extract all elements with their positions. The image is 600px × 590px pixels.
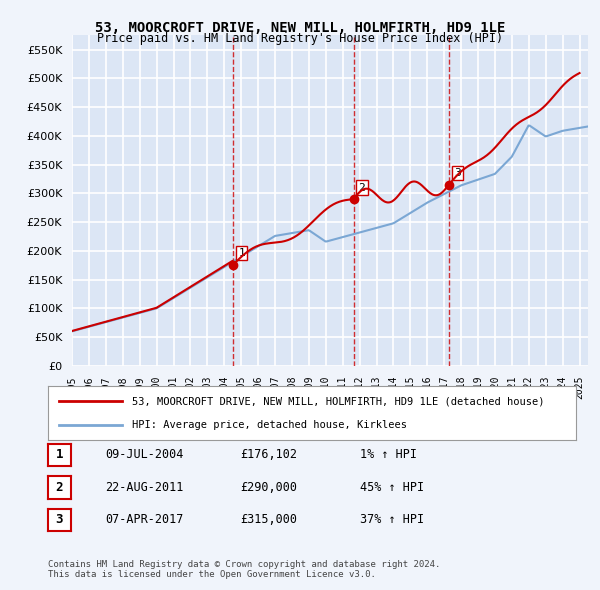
Text: 53, MOORCROFT DRIVE, NEW MILL, HOLMFIRTH, HD9 1LE: 53, MOORCROFT DRIVE, NEW MILL, HOLMFIRTH… xyxy=(95,21,505,35)
Text: 1% ↑ HPI: 1% ↑ HPI xyxy=(360,448,417,461)
Text: 2: 2 xyxy=(359,182,365,192)
Text: 09-JUL-2004: 09-JUL-2004 xyxy=(105,448,184,461)
Text: 53, MOORCROFT DRIVE, NEW MILL, HOLMFIRTH, HD9 1LE (detached house): 53, MOORCROFT DRIVE, NEW MILL, HOLMFIRTH… xyxy=(133,396,545,407)
Text: Price paid vs. HM Land Registry's House Price Index (HPI): Price paid vs. HM Land Registry's House … xyxy=(97,32,503,45)
Text: 2: 2 xyxy=(56,481,63,494)
Text: 3: 3 xyxy=(56,513,63,526)
Text: 1: 1 xyxy=(56,448,63,461)
Text: £315,000: £315,000 xyxy=(240,513,297,526)
Text: 3: 3 xyxy=(454,168,461,178)
Text: 37% ↑ HPI: 37% ↑ HPI xyxy=(360,513,424,526)
Text: £176,102: £176,102 xyxy=(240,448,297,461)
Text: 1: 1 xyxy=(238,248,245,258)
Text: Contains HM Land Registry data © Crown copyright and database right 2024.
This d: Contains HM Land Registry data © Crown c… xyxy=(48,560,440,579)
Text: 07-APR-2017: 07-APR-2017 xyxy=(105,513,184,526)
Text: HPI: Average price, detached house, Kirklees: HPI: Average price, detached house, Kirk… xyxy=(133,419,407,430)
Text: £290,000: £290,000 xyxy=(240,481,297,494)
Text: 22-AUG-2011: 22-AUG-2011 xyxy=(105,481,184,494)
Text: 45% ↑ HPI: 45% ↑ HPI xyxy=(360,481,424,494)
